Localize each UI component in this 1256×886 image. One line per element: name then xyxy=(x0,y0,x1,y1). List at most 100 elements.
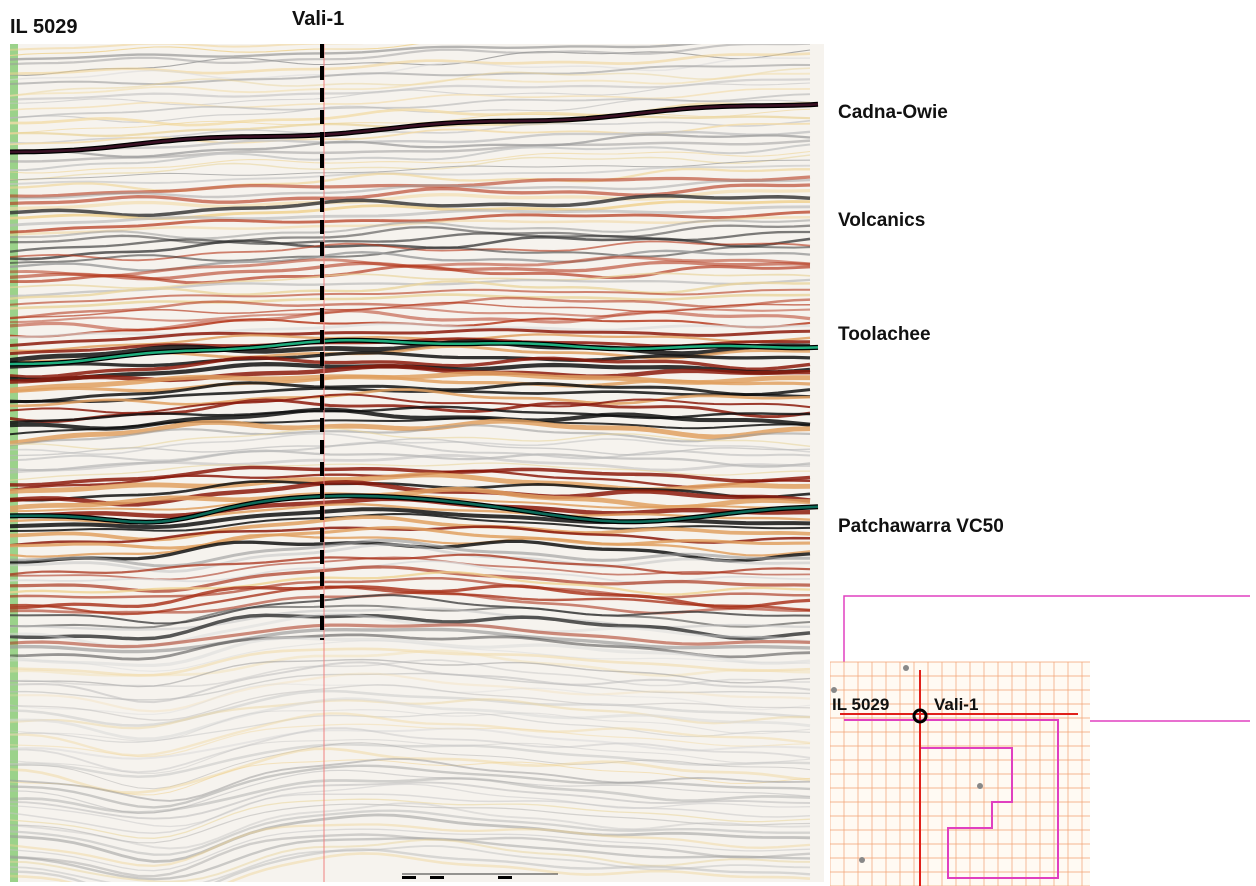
seismic-reflector xyxy=(10,44,811,66)
seismic-reflector xyxy=(10,845,811,882)
well-dot xyxy=(859,857,865,863)
seismic-reflector xyxy=(10,512,811,532)
seismic-reflector xyxy=(10,689,811,727)
seismic-reflector xyxy=(10,798,811,839)
seismic-reflector xyxy=(10,288,810,306)
seismic-reflector xyxy=(10,833,811,878)
reflector-group xyxy=(10,44,811,882)
seismic-reflector xyxy=(10,374,811,394)
seismic-reflector xyxy=(10,623,811,649)
seismic-reflector xyxy=(10,781,811,820)
seismic-reflector xyxy=(10,823,811,868)
seismic-reflector xyxy=(10,167,810,193)
seismic-reflector xyxy=(10,479,811,507)
seismic-reflector xyxy=(10,661,811,704)
horizon-label-toolachee: Toolachee xyxy=(838,324,931,345)
basemap-well-label: Vali-1 xyxy=(934,695,978,714)
seismic-reflector xyxy=(10,852,811,882)
inline-title: IL 5029 xyxy=(10,16,78,38)
seismic-reflector xyxy=(10,355,811,379)
scale-bar xyxy=(402,873,558,879)
seismic-reflector xyxy=(10,769,811,814)
seismic-reflector xyxy=(10,351,811,369)
seismic-reflector xyxy=(10,72,811,97)
basemap-inset: IL 5029 Vali-1 xyxy=(830,595,1250,886)
seismic-reflector xyxy=(10,759,811,796)
seismic-reflector xyxy=(10,658,811,688)
seismic-reflector xyxy=(10,150,811,174)
seismic-reflector xyxy=(10,108,811,134)
seismic-reflector xyxy=(10,139,811,163)
seismic-reflector xyxy=(10,224,811,245)
well-dot xyxy=(903,665,909,671)
seismic-reflector xyxy=(10,194,811,218)
time-axis-strip xyxy=(10,44,18,882)
well-dot xyxy=(977,783,983,789)
seismic-reflector xyxy=(10,381,811,404)
seismic-reflector xyxy=(10,712,811,743)
seismic-reflector xyxy=(10,479,811,502)
seismic-reflector xyxy=(10,683,811,716)
seismic-reflector xyxy=(10,584,811,610)
seismic-reflector xyxy=(10,249,811,272)
seismic-reflector xyxy=(10,279,811,300)
seismic-reflector xyxy=(10,183,811,206)
seismic-reflector xyxy=(10,306,811,324)
seismic-reflector xyxy=(10,432,811,455)
seismic-reflector xyxy=(10,743,811,778)
seismic-reflector xyxy=(10,453,811,474)
seismic-reflector xyxy=(10,154,811,181)
horizon-group xyxy=(10,101,819,525)
seismic-reflector xyxy=(10,659,811,687)
seismic-reflector xyxy=(10,697,811,741)
seismic-reflector xyxy=(10,322,811,339)
well-dot xyxy=(831,687,837,693)
seismic-reflector xyxy=(10,723,811,758)
seismic-reflector xyxy=(10,783,811,828)
seismic-reflector xyxy=(10,417,811,436)
seismic-reflector xyxy=(10,441,811,462)
seismic-reflector xyxy=(10,828,811,872)
horizon-label-cadna-owie: Cadna-Owie xyxy=(838,102,948,123)
seismic-reflector xyxy=(10,293,811,310)
seismic-reflector xyxy=(10,647,811,677)
seismic-reflector xyxy=(10,627,811,654)
seismic-reflector xyxy=(10,427,811,451)
seismic-reflector xyxy=(10,738,811,774)
basemap-grid xyxy=(830,661,1090,886)
seismic-reflector xyxy=(10,776,811,814)
seismic-reflector xyxy=(10,594,811,625)
seismic-reflector xyxy=(10,633,811,661)
seismic-reflector xyxy=(10,44,702,61)
seismic-reflector xyxy=(10,57,811,81)
seismic-reflector xyxy=(10,52,811,76)
seismic-reflector xyxy=(10,672,811,701)
seismic-reflector xyxy=(10,576,811,599)
seismic-reflector xyxy=(10,82,811,106)
seismic-reflector xyxy=(10,543,811,574)
seismic-reflector xyxy=(10,235,811,261)
seismic-reflector xyxy=(10,301,811,320)
seismic-reflector xyxy=(10,63,811,86)
seismic-reflector xyxy=(10,264,811,285)
seismic-reflector xyxy=(10,837,811,881)
seismic-reflector xyxy=(10,210,811,234)
seismic-reflector xyxy=(10,245,811,264)
horizon-label-volcanics: Volcanics xyxy=(838,210,926,231)
seismic-reflector xyxy=(10,486,811,511)
seismic-reflector xyxy=(10,538,811,568)
seismic-reflector xyxy=(10,328,811,347)
area-outline xyxy=(844,705,1059,879)
seismic-reflector xyxy=(10,462,811,481)
seismic-reflector xyxy=(10,219,811,240)
horizon-patchawarra xyxy=(10,494,819,524)
seismic-reflector xyxy=(10,571,811,596)
seismic-reflector xyxy=(10,130,811,154)
seismic-reflector xyxy=(10,672,811,713)
seismic-reflector xyxy=(10,727,811,760)
seismic-reflector xyxy=(10,742,811,790)
seismic-reflector xyxy=(10,636,811,668)
seismic-reflector xyxy=(10,803,811,844)
seismic-reflector xyxy=(10,802,811,850)
seismic-reflector xyxy=(10,709,811,742)
